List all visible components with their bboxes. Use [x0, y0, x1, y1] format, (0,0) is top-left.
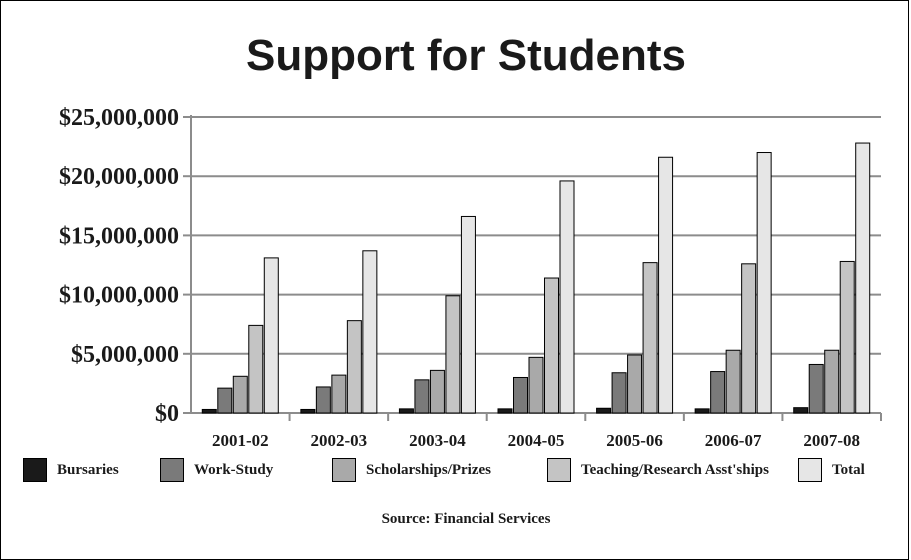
bar: [528, 356, 544, 414]
bar: [808, 363, 824, 414]
bar: [725, 349, 741, 414]
bar: [710, 371, 726, 414]
plot-area: $0 $5,000,000 $10,000,000 $15,000,000 $20,00…: [59, 105, 882, 450]
legend-label: Total: [832, 461, 865, 478]
legend-swatch: [160, 458, 184, 482]
bar: [346, 320, 362, 414]
source-note: Source: Financial Services: [381, 511, 551, 527]
bar: [839, 260, 855, 414]
legend: Bursaries Work-Study Scholarships/Prizes Te…: [23, 458, 903, 484]
bar: [445, 295, 461, 414]
x-tick-label: 2005-06: [606, 431, 663, 450]
bar: [331, 374, 347, 414]
bar: [658, 156, 674, 414]
bar: [596, 407, 612, 414]
y-tick-label: $20,000,000: [59, 164, 179, 190]
bar: [793, 407, 809, 414]
legend-swatch: [332, 458, 356, 482]
y-tick-label: $25,000,000: [59, 105, 179, 131]
bar: [611, 372, 627, 414]
chart-title: Support for Students: [246, 31, 686, 80]
bar: [398, 408, 414, 414]
bar: [544, 277, 559, 414]
bar: [263, 257, 279, 414]
bar: [414, 379, 430, 414]
y-tick-label: $10,000,000: [59, 283, 179, 309]
bar: [201, 408, 217, 414]
y-tick-label: $0: [155, 401, 179, 427]
y-tick-label: $15,000,000: [59, 223, 179, 249]
legend-label: Bursaries: [57, 461, 119, 478]
legend-item: Bursaries: [23, 458, 119, 482]
legend-item: Teaching/Research Asst'ships: [547, 458, 769, 482]
legend-item: Scholarships/Prizes: [332, 458, 491, 482]
legend-item: Work-Study: [160, 458, 273, 482]
x-tick-label: 2003-04: [409, 431, 466, 450]
x-tick-label: 2002-03: [311, 431, 368, 450]
legend-label: Teaching/Research Asst'ships: [581, 461, 769, 478]
bar: [232, 375, 248, 414]
x-tick-label: 2004-05: [508, 431, 565, 450]
bar: [300, 408, 316, 414]
legend-item: Total: [798, 458, 865, 482]
bar: [513, 376, 528, 414]
bar: [694, 408, 710, 414]
legend-label: Work-Study: [194, 461, 274, 478]
bar: [855, 142, 871, 414]
bar: [362, 250, 378, 414]
bar: [460, 215, 476, 414]
y-tick-label: $5,000,000: [71, 342, 179, 368]
x-tick-label: 2006-07: [705, 431, 762, 450]
bar: [824, 349, 840, 414]
bar: [248, 324, 264, 414]
x-tick-label: 2007-08: [803, 431, 860, 450]
bar: [559, 180, 575, 414]
bar: [642, 262, 658, 414]
bar: [429, 369, 445, 414]
bar: [315, 386, 331, 414]
x-tick-label: 2001-02: [212, 431, 269, 450]
bar: [627, 354, 643, 414]
legend-swatch: [798, 458, 822, 482]
bar: [756, 152, 772, 414]
legend-label: Scholarships/Prizes: [366, 461, 492, 478]
bar: [217, 387, 233, 414]
bar: [497, 408, 513, 414]
legend-swatch: [23, 458, 47, 482]
bar: [741, 263, 757, 414]
legend-swatch: [547, 458, 571, 482]
